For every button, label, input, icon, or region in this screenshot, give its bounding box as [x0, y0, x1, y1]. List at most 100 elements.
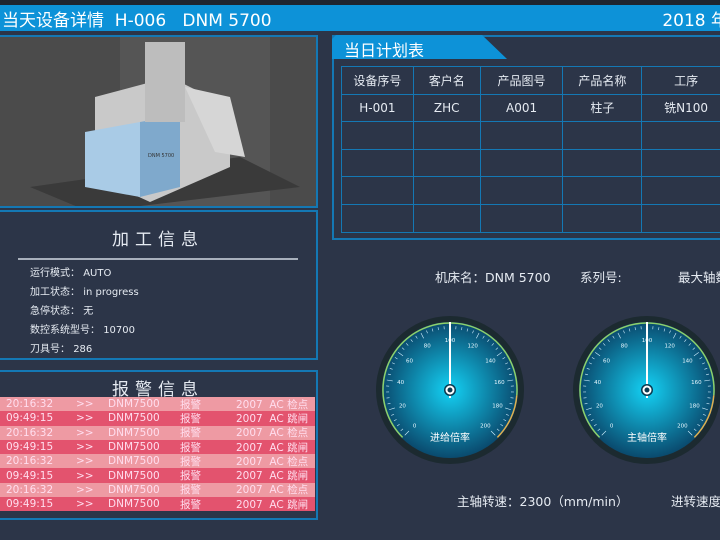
gauge-tick-label: 40: [594, 380, 601, 386]
gauge-tick: [482, 335, 485, 339]
table-cell: [641, 203, 720, 233]
gauge-tick: [410, 339, 413, 342]
gauge-tick: [431, 328, 434, 332]
gauge-tick: [401, 347, 405, 350]
table-cell: [641, 148, 720, 178]
gauge-tick: [679, 335, 682, 339]
alarm-time: 09:49:15: [6, 412, 54, 425]
table-row[interactable]: [341, 203, 720, 233]
table-cell: [341, 121, 414, 150]
svg-text:DNM 5700: DNM 5700: [148, 153, 174, 159]
gauge-arc-warning: [693, 395, 715, 438]
alarm-device: DNM7500: [108, 426, 160, 439]
alarm-arrow: >>: [76, 498, 94, 511]
gauge-tick-label: 60: [603, 359, 610, 365]
gauge-tick: [597, 428, 601, 432]
table-cell: [479, 176, 564, 205]
gauge-tick: [502, 357, 506, 360]
gauge-tick: [420, 332, 424, 339]
info-label: 刀具号：: [30, 344, 70, 355]
alarm-row[interactable]: 20:16:32 >> DNM7500 报警 2007 AC 检点: [0, 425, 315, 440]
gauge-tick: [505, 413, 509, 416]
gauge-tick: [466, 328, 469, 332]
table-cell: H-001: [341, 93, 414, 123]
gauge-tick: [393, 419, 397, 422]
alarm-time: 20:16:32: [6, 398, 54, 411]
gauge-tick: [496, 428, 500, 432]
info-item: 运行模式： AUTO: [30, 264, 316, 283]
gauge-tick: [476, 332, 480, 339]
gauge-tick: [688, 343, 692, 346]
table-row[interactable]: [341, 176, 720, 205]
gauge-tick-label: 80: [424, 343, 431, 349]
gauge-tick: [472, 330, 474, 334]
alarm-time: 09:49:15: [6, 469, 54, 482]
alarm-row[interactable]: 20:16:32 >> DNM7500 报警 2007 AC 检点: [0, 397, 315, 412]
gauge-tick-label: 60: [406, 359, 413, 365]
gauge-arc: [382, 322, 518, 438]
plan-tab[interactable]: 当日计划表: [332, 35, 507, 59]
alarm-arrow: >>: [76, 412, 94, 425]
gauge-tick: [693, 428, 697, 432]
alarm-msg: 2007 AC 检点: [236, 484, 309, 497]
title-bar: 当天设备详情 H-006 DNM 5700 2018 年: [0, 5, 720, 31]
table-row[interactable]: [341, 148, 720, 178]
table-cell: [479, 121, 564, 150]
gauge-tick: [405, 343, 409, 346]
info-value: AUTO: [83, 268, 112, 279]
alarm-row[interactable]: 09:49:15 >> DNM7500 报警 2007 AC 跳闸: [0, 411, 315, 426]
alarm-row[interactable]: 09:49:15 >> DNM7500 报警 2007 AC 跳闸: [0, 439, 315, 455]
alarm-row[interactable]: 09:49:15 >> DNM7500 报警 2007 AC 跳闸: [0, 468, 315, 483]
table-cell: [412, 121, 481, 150]
gauge-tick: [495, 347, 499, 350]
gauge-tick: [396, 424, 400, 427]
gauge-tick: [702, 362, 706, 365]
gauge-tick: [387, 373, 391, 376]
table-cell: [341, 176, 414, 205]
gauge-tick: [593, 424, 597, 427]
alarm-row[interactable]: 09:49:15 >> DNM7500 报警 2007 AC 跳闸: [0, 497, 315, 512]
gauge-tick-label: 0: [610, 423, 614, 429]
feed-rate-gauge: 020406080100120140160180200进给倍率: [376, 316, 524, 464]
alarm-arrow: >>: [76, 426, 94, 439]
table-cell: [641, 176, 720, 205]
table-cell: [479, 203, 564, 233]
gauge-tick: [507, 379, 514, 382]
info-item: 急停状态： 无: [30, 302, 316, 321]
table-cell: [412, 203, 481, 233]
column-header: 产品名称: [562, 66, 643, 95]
alarm-row[interactable]: 20:16:32 >> DNM7500 报警 2007 AC 检点: [0, 482, 315, 498]
gauge-tick: [706, 373, 710, 376]
alarm-type: 报警: [180, 441, 201, 454]
gauge-tick: [584, 403, 588, 405]
machine-image-panel: DNM 5700: [0, 35, 318, 208]
alarm-row[interactable]: 20:16:32 >> DNM7500 报警 2007 AC 检点: [0, 454, 315, 469]
gauge-tick: [389, 368, 393, 370]
gauge-tick: [693, 352, 699, 357]
gauge-tick: [658, 327, 660, 331]
gauge-tick: [700, 419, 704, 422]
alarm-time: 20:16:32: [6, 426, 54, 439]
gauge-tick-label: 160: [691, 380, 702, 386]
gauge-tick: [415, 335, 418, 339]
gauge-tick-label: 120: [467, 343, 478, 349]
gauge-tick: [461, 327, 463, 331]
alarm-type: 报警: [180, 427, 201, 440]
divider: [18, 258, 298, 260]
gauge-tick: [704, 379, 711, 382]
info-value: in progress: [83, 287, 139, 298]
gauge-tick: [590, 419, 594, 422]
gauge-tick: [487, 339, 490, 342]
gauge-tick-label: 20: [399, 403, 406, 409]
gauge-tick-label: 120: [664, 343, 675, 349]
alarm-msg: 2007 AC 检点: [236, 427, 309, 440]
table-cell: [562, 148, 643, 178]
top-strip: [0, 0, 720, 5]
table-row[interactable]: [341, 121, 720, 150]
gauge-tick: [598, 347, 602, 350]
gauge-tick: [697, 424, 701, 427]
gauge-tick: [702, 413, 706, 416]
table-row[interactable]: H-001 ZHC A001 柱子 铣N100: [341, 93, 720, 123]
gauge-tick: [437, 327, 439, 331]
table-cell: [641, 121, 720, 150]
